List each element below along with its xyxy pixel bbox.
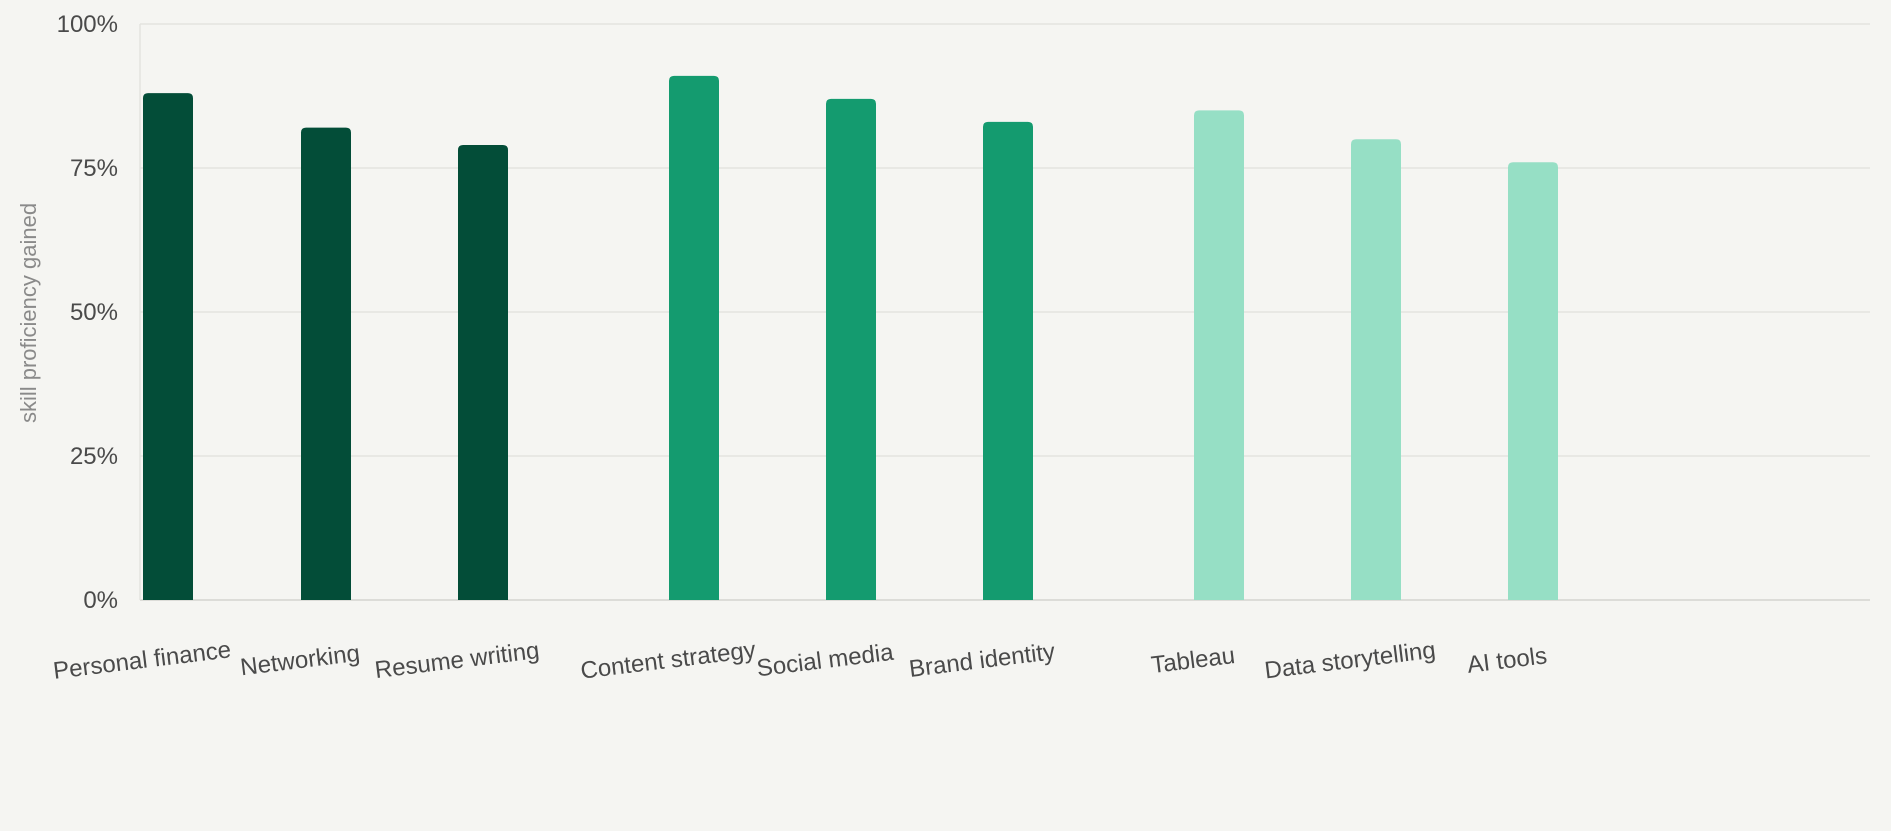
bar-tableau — [1194, 110, 1244, 601]
x-tick-label: AI tools — [1466, 642, 1549, 679]
bar-personal-finance — [143, 93, 193, 601]
bar-data-storytelling — [1351, 139, 1401, 600]
x-tick-label: Data storytelling — [1263, 637, 1437, 685]
x-tick-label: Networking — [239, 640, 361, 681]
y-tick-label: 75% — [70, 155, 118, 182]
bar-resume-writing — [458, 144, 508, 600]
y-axis-ticks: 0% 25% 50% 75% 100% — [57, 11, 118, 614]
x-tick-label: Social media — [755, 639, 895, 683]
y-axis-title: skill proficiency gained — [16, 203, 41, 423]
bar-ai-tools — [1508, 162, 1558, 601]
x-tick-label: Tableau — [1150, 642, 1237, 679]
bar-social-media — [826, 98, 876, 600]
bar-content-strategy — [669, 75, 719, 601]
x-axis-labels: Personal finance Networking Resume writing… — [52, 636, 1549, 685]
bar-brand-identity — [983, 121, 1033, 601]
x-tick-label: Content strategy — [579, 636, 757, 684]
bars — [143, 75, 1558, 601]
x-tick-label: Personal finance — [52, 636, 233, 685]
y-tick-label: 100% — [57, 11, 118, 38]
x-tick-label: Brand identity — [908, 638, 1057, 683]
bar-networking — [301, 127, 351, 601]
x-tick-label: Resume writing — [373, 637, 540, 684]
y-tick-label: 25% — [70, 443, 118, 470]
y-tick-label: 50% — [70, 299, 118, 326]
y-tick-label: 0% — [83, 587, 118, 614]
